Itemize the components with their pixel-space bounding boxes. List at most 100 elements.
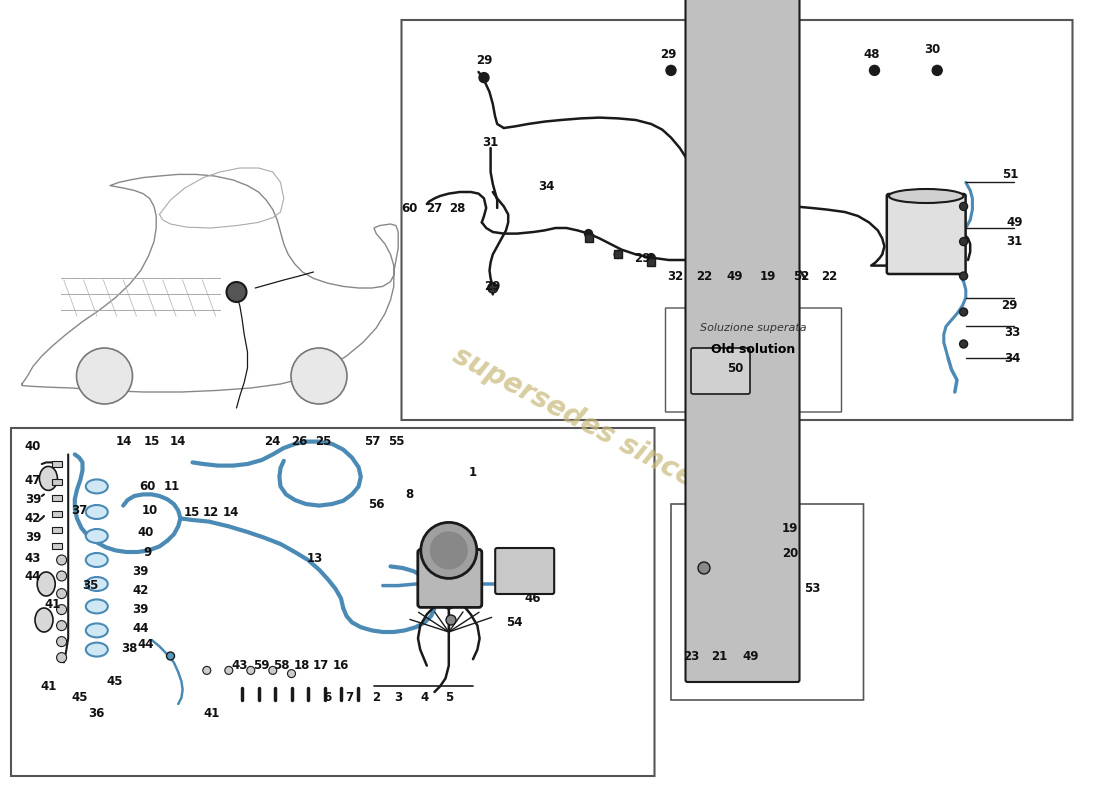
- Text: 36: 36: [89, 707, 104, 720]
- FancyBboxPatch shape: [495, 548, 554, 594]
- Circle shape: [959, 340, 968, 348]
- Text: 2: 2: [372, 691, 381, 704]
- Text: 11: 11: [164, 480, 179, 493]
- Circle shape: [77, 348, 132, 404]
- Text: 25: 25: [316, 435, 331, 448]
- Ellipse shape: [35, 608, 53, 632]
- Text: 13: 13: [307, 552, 322, 565]
- Text: 23: 23: [683, 650, 698, 662]
- Circle shape: [869, 66, 880, 75]
- Text: 34: 34: [539, 180, 554, 193]
- Text: 39: 39: [133, 565, 148, 578]
- Text: 42: 42: [133, 584, 148, 597]
- Text: 28: 28: [450, 202, 465, 214]
- Text: 6: 6: [323, 691, 332, 704]
- Text: 55: 55: [387, 435, 405, 448]
- Circle shape: [246, 666, 255, 674]
- Text: 60: 60: [402, 202, 417, 214]
- FancyBboxPatch shape: [402, 20, 1072, 420]
- FancyBboxPatch shape: [887, 194, 966, 274]
- Bar: [52, 478, 63, 485]
- Circle shape: [292, 348, 346, 404]
- Text: 20: 20: [782, 547, 797, 560]
- Text: 38: 38: [122, 642, 138, 654]
- Circle shape: [932, 66, 943, 75]
- Circle shape: [56, 637, 67, 646]
- Circle shape: [56, 605, 67, 614]
- Text: 50: 50: [727, 362, 742, 374]
- Ellipse shape: [86, 553, 108, 567]
- Text: 5: 5: [444, 691, 453, 704]
- Ellipse shape: [86, 577, 108, 591]
- Text: 37: 37: [72, 504, 87, 517]
- Circle shape: [698, 562, 710, 574]
- Text: 14: 14: [170, 435, 186, 448]
- FancyBboxPatch shape: [671, 504, 864, 700]
- Text: 12: 12: [204, 506, 219, 518]
- Text: 30: 30: [925, 43, 940, 56]
- Ellipse shape: [86, 642, 108, 657]
- Circle shape: [647, 254, 656, 262]
- Text: 19: 19: [760, 270, 775, 282]
- Text: 40: 40: [25, 440, 41, 453]
- Text: 34: 34: [1004, 352, 1020, 365]
- Text: 44: 44: [133, 622, 150, 634]
- Circle shape: [56, 621, 67, 630]
- Text: 60: 60: [140, 480, 155, 493]
- Bar: [614, 250, 623, 258]
- Circle shape: [666, 66, 676, 75]
- Text: Old solution: Old solution: [712, 343, 795, 356]
- Circle shape: [202, 666, 211, 674]
- Text: 29: 29: [661, 48, 676, 61]
- Ellipse shape: [86, 623, 108, 638]
- Circle shape: [166, 652, 175, 660]
- Text: 22: 22: [822, 270, 837, 282]
- Text: 41: 41: [41, 680, 56, 693]
- Text: 40: 40: [138, 526, 153, 538]
- Circle shape: [959, 308, 968, 316]
- Circle shape: [478, 73, 490, 82]
- Text: 44: 44: [138, 638, 154, 650]
- Text: 15: 15: [184, 506, 199, 518]
- Circle shape: [431, 533, 466, 568]
- Text: 29: 29: [485, 280, 501, 293]
- Text: 39: 39: [25, 531, 41, 544]
- Text: 9: 9: [143, 546, 152, 558]
- Text: 10: 10: [142, 504, 157, 517]
- Circle shape: [443, 599, 454, 609]
- Ellipse shape: [86, 505, 108, 519]
- Text: 49: 49: [741, 650, 759, 662]
- Text: 39: 39: [25, 493, 41, 506]
- Circle shape: [614, 250, 623, 258]
- Text: 27: 27: [427, 202, 442, 214]
- Circle shape: [446, 583, 456, 593]
- Text: 24: 24: [265, 435, 280, 448]
- Text: 22: 22: [696, 270, 712, 282]
- Text: 33: 33: [1004, 326, 1020, 338]
- Circle shape: [224, 666, 233, 674]
- Text: 49: 49: [727, 270, 744, 282]
- Ellipse shape: [86, 479, 108, 494]
- Circle shape: [959, 238, 968, 246]
- Text: 7: 7: [345, 691, 354, 704]
- Text: 59: 59: [253, 659, 271, 672]
- Circle shape: [56, 653, 67, 662]
- Circle shape: [268, 666, 277, 674]
- Text: 16: 16: [333, 659, 349, 672]
- Text: 15: 15: [144, 435, 159, 448]
- Ellipse shape: [40, 466, 57, 490]
- Text: 29: 29: [476, 54, 492, 66]
- FancyBboxPatch shape: [691, 348, 750, 394]
- Text: 14: 14: [117, 435, 132, 448]
- Text: 39: 39: [133, 603, 148, 616]
- Text: 26: 26: [292, 435, 307, 448]
- Text: 31: 31: [483, 136, 498, 149]
- Circle shape: [487, 283, 498, 293]
- Text: 58: 58: [274, 659, 290, 672]
- Text: supersedes since 10/13: supersedes since 10/13: [448, 342, 784, 538]
- Ellipse shape: [37, 572, 55, 596]
- Circle shape: [56, 571, 67, 581]
- Text: 43: 43: [232, 659, 248, 672]
- FancyBboxPatch shape: [418, 550, 482, 607]
- Text: 17: 17: [314, 659, 329, 672]
